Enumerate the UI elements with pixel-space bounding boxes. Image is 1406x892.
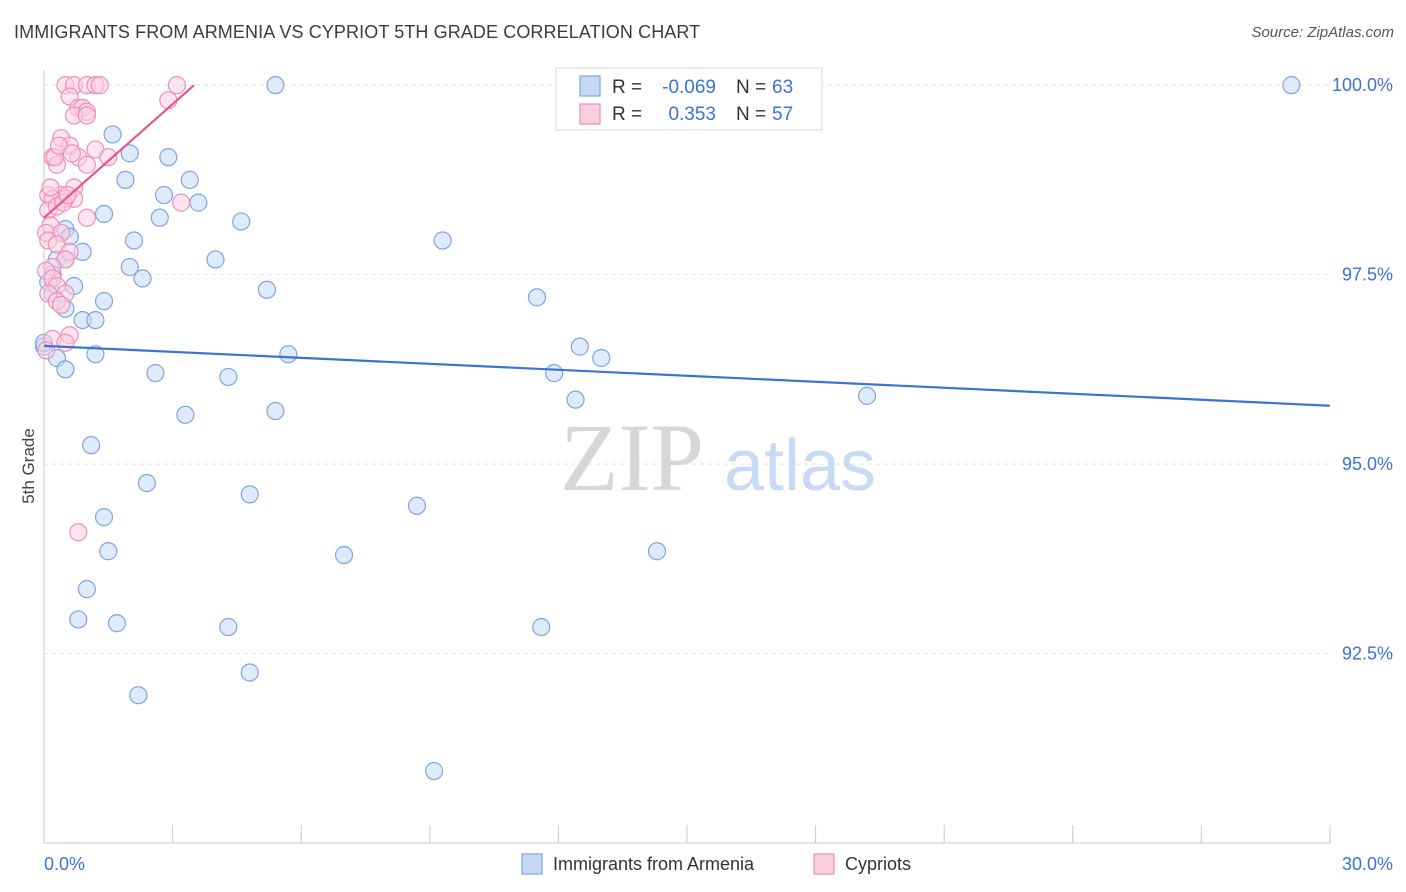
legend-r-label-2: R = xyxy=(612,104,642,125)
armenia-point-34 xyxy=(86,345,105,364)
cypriots-point-6 xyxy=(159,91,178,110)
x-tick-label-0: 0.0% xyxy=(44,854,85,874)
armenia-point-40 xyxy=(219,367,238,387)
legend-n-label-2: N = xyxy=(736,104,766,125)
armenia-point-42 xyxy=(566,390,585,409)
cypriots-point-4 xyxy=(90,76,109,95)
armenia-point-19 xyxy=(206,250,225,269)
legend-cypriots-label: Cypriots xyxy=(845,854,911,874)
armenia-point-9 xyxy=(94,204,114,224)
y-tick-labels: 92.5% 95.0% 97.5% 100.0% xyxy=(1332,75,1393,663)
armenia-point-11 xyxy=(232,212,251,231)
armenia-point-39 xyxy=(146,364,165,383)
armenia-point-10 xyxy=(150,208,169,227)
armenia-point-49 xyxy=(407,496,427,515)
armenia-point-54 xyxy=(77,580,96,599)
series-legend: Immigrants from Armenia Cypriots xyxy=(521,853,911,875)
series-cypriots-points xyxy=(37,76,191,542)
armenia-point-59 xyxy=(240,663,259,682)
watermark-atlas: atlas xyxy=(724,426,876,506)
cypriots-point-51 xyxy=(41,178,60,197)
cypriots-point-20 xyxy=(77,155,96,174)
legend-n-label-1: N = xyxy=(736,77,766,98)
armenia-point-8 xyxy=(189,193,208,212)
armenia-point-26 xyxy=(527,288,547,307)
source-label: Source: ZipAtlas.com xyxy=(1251,24,1394,41)
armenia-point-60 xyxy=(129,686,148,705)
armenia-point-61 xyxy=(424,761,444,781)
legend-n-value-2: 57 xyxy=(772,104,793,125)
cypriots-point-5 xyxy=(167,76,186,95)
armenia-point-21 xyxy=(133,269,152,288)
armenia-point-6 xyxy=(180,170,199,189)
watermark-zip: ZIP xyxy=(560,404,704,511)
cypriots-point-12 xyxy=(77,106,96,125)
trendlines xyxy=(43,84,1331,407)
watermark: ZIP atlas xyxy=(560,404,876,511)
cypriots-point-45 xyxy=(52,295,71,315)
legend-swatch-pink xyxy=(579,103,601,125)
armenia-point-56 xyxy=(107,614,126,633)
legend-r-value-2: 0.353 xyxy=(668,104,716,125)
legend-armenia-swatch xyxy=(521,853,543,875)
y-tick-label-3: 100.0% xyxy=(1332,75,1393,95)
cypriots-point-48 xyxy=(56,333,75,352)
stats-legend: R = -0.069 N = 63 R = 0.353 N = 57 xyxy=(555,67,823,131)
armenia-point-4 xyxy=(159,148,178,167)
armenia-point-15 xyxy=(433,231,452,250)
armenia-point-47 xyxy=(137,473,156,493)
armenia-point-2 xyxy=(103,125,122,144)
y-tick-label-1: 95.0% xyxy=(1342,454,1393,474)
armenia-point-7 xyxy=(154,185,174,205)
armenia-point-46 xyxy=(82,436,101,455)
legend-r-label-1: R = xyxy=(612,77,642,98)
legend-armenia-label: Immigrants from Armenia xyxy=(553,854,755,874)
armenia-point-41 xyxy=(545,364,564,383)
legend-swatch-blue xyxy=(579,75,601,97)
legend-n-value-1: 63 xyxy=(772,77,793,98)
cypriots-point-49 xyxy=(37,341,56,360)
armenia-point-31 xyxy=(86,310,105,330)
cypriots-point-18 xyxy=(99,148,118,167)
armenia-point-58 xyxy=(532,617,551,637)
armenia-point-48 xyxy=(240,485,259,504)
armenia-point-51 xyxy=(99,542,118,561)
gridlines xyxy=(44,84,1330,655)
armenia-point-14 xyxy=(124,231,144,250)
cypriots-point-50 xyxy=(69,523,88,542)
chart-title: IMMIGRANTS FROM ARMENIA VS CYPRIOT 5TH G… xyxy=(14,22,701,42)
armenia-point-45 xyxy=(266,401,285,421)
cypriots-point-56 xyxy=(62,144,81,163)
x-tick-labels: 0.0% 30.0% xyxy=(44,854,1393,874)
armenia-point-38 xyxy=(56,360,75,379)
cypriots-point-27 xyxy=(172,193,191,212)
armenia-point-0 xyxy=(266,76,285,95)
legend-cypriots-swatch xyxy=(813,853,835,875)
cypriots-trendline xyxy=(43,84,195,219)
armenia-point-53 xyxy=(647,542,667,561)
armenia-point-1 xyxy=(1282,76,1301,95)
legend-r-value-1: -0.069 xyxy=(662,77,716,98)
armenia-point-52 xyxy=(334,545,354,565)
armenia-point-35 xyxy=(279,345,298,364)
armenia-point-57 xyxy=(219,617,238,637)
armenia-point-43 xyxy=(857,386,877,405)
x-tick-label-1: 30.0% xyxy=(1342,854,1393,874)
armenia-point-20 xyxy=(120,257,139,277)
armenia-point-55 xyxy=(69,610,88,629)
y-tick-label-0: 92.5% xyxy=(1342,644,1393,664)
armenia-point-3 xyxy=(120,144,139,163)
armenia-trendline xyxy=(43,344,1331,407)
y-axis-label: 5th Grade xyxy=(19,428,38,504)
y-tick-label-2: 97.5% xyxy=(1342,265,1393,285)
armenia-point-5 xyxy=(116,170,135,189)
armenia-point-50 xyxy=(94,508,114,527)
armenia-point-25 xyxy=(257,280,277,299)
cypriots-point-30 xyxy=(77,208,96,227)
armenia-point-44 xyxy=(176,405,195,424)
armenia-point-28 xyxy=(94,292,114,311)
armenia-point-36 xyxy=(592,348,611,368)
armenia-point-32 xyxy=(570,337,589,356)
